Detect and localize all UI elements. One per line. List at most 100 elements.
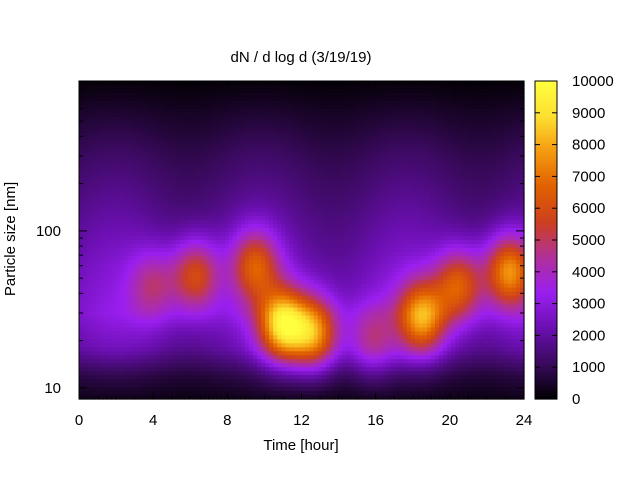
heatmap-cell — [390, 208, 396, 213]
heatmap-cell — [83, 196, 88, 201]
heatmap-cell — [382, 188, 388, 193]
heatmap-cell — [115, 220, 121, 225]
heatmap-cell — [159, 132, 165, 138]
heatmap-cell — [131, 120, 137, 126]
heatmap-cell — [382, 140, 388, 146]
heatmap-cell — [410, 243, 416, 249]
heatmap-cell — [127, 188, 133, 193]
heatmap-cell — [463, 84, 468, 90]
heatmap-cell — [511, 128, 517, 134]
heatmap-cell — [127, 251, 133, 257]
heatmap-cell — [127, 148, 133, 154]
heatmap-cell — [196, 96, 201, 102]
heatmap-cell — [293, 160, 299, 166]
heatmap-cell — [350, 208, 355, 213]
heatmap-cell — [139, 116, 145, 122]
heatmap-cell — [192, 192, 197, 197]
heatmap-cell — [341, 208, 347, 213]
heatmap-cell — [212, 120, 218, 126]
heatmap-cell — [463, 212, 468, 217]
heatmap-cell — [236, 204, 242, 209]
heatmap-cell — [410, 164, 416, 170]
heatmap-cell — [479, 172, 485, 178]
heatmap-cell — [111, 240, 117, 245]
heatmap-cell — [507, 172, 513, 178]
heatmap-cell — [410, 247, 416, 253]
heatmap-cell — [386, 156, 392, 162]
heatmap-cell — [463, 108, 468, 114]
heatmap-cell — [483, 224, 489, 229]
heatmap-cell — [163, 228, 169, 233]
heatmap-cell — [370, 144, 375, 150]
heatmap-cell — [277, 84, 282, 90]
heatmap-cell — [325, 116, 331, 122]
heatmap-cell — [503, 224, 509, 229]
heatmap-cell — [248, 136, 254, 142]
heatmap-cell — [435, 176, 440, 181]
heatmap-cell — [503, 160, 509, 166]
heatmap-cell — [159, 236, 165, 241]
heatmap-cell — [252, 88, 258, 94]
heatmap-cell — [459, 140, 464, 146]
heatmap-cell — [398, 188, 404, 193]
heatmap-cell — [232, 224, 238, 229]
heatmap-cell — [455, 152, 460, 158]
heatmap-cell — [163, 92, 169, 98]
heatmap-cell — [261, 112, 266, 118]
heatmap-cell — [212, 144, 218, 150]
heatmap-cell — [87, 124, 92, 130]
heatmap-cell — [147, 236, 153, 241]
heatmap-cell — [426, 156, 432, 162]
heatmap-cell — [103, 120, 108, 126]
heatmap-cell — [439, 192, 444, 197]
heatmap-cell — [204, 156, 210, 162]
heatmap-cell — [341, 104, 347, 110]
heatmap-cell — [301, 92, 307, 98]
heatmap-cell — [143, 204, 149, 209]
heatmap-cell — [366, 132, 371, 138]
heatmap-cell — [390, 200, 396, 205]
heatmap-cell — [240, 156, 246, 162]
heatmap-cell — [79, 84, 84, 90]
heatmap-cell — [313, 104, 319, 110]
heatmap-cell — [87, 216, 92, 221]
heatmap-cell — [333, 152, 339, 158]
heatmap-cell — [406, 124, 412, 130]
heatmap-cell — [151, 224, 157, 229]
heatmap-cell — [418, 240, 424, 245]
heatmap-cell — [329, 132, 335, 138]
heatmap-cell — [386, 255, 392, 261]
heatmap-cell — [293, 251, 299, 257]
heatmap-cell — [143, 164, 149, 170]
heatmap-cell — [301, 224, 307, 229]
heatmap-cell — [394, 243, 400, 249]
heatmap-cell — [459, 224, 464, 229]
heatmap-cell — [265, 236, 270, 241]
heatmap-cell — [184, 96, 189, 102]
heatmap-cell — [382, 144, 388, 150]
heatmap-cell — [111, 204, 117, 209]
heatmap-cell — [374, 104, 379, 110]
heatmap-cell — [402, 220, 408, 225]
heatmap-cell — [297, 156, 303, 162]
heatmap-cell — [386, 224, 392, 229]
heatmap-cell — [305, 84, 311, 90]
heatmap-cell — [374, 172, 379, 178]
heatmap-cell — [519, 240, 525, 245]
heatmap-cell — [289, 184, 295, 189]
heatmap-cell — [244, 196, 250, 201]
heatmap-cell — [354, 236, 359, 241]
heatmap-cell — [257, 148, 262, 154]
heatmap-cell — [188, 96, 193, 102]
heatmap-cell — [406, 84, 412, 90]
heatmap-cell — [107, 168, 112, 174]
heatmap-cell — [220, 116, 226, 122]
heatmap-cell — [471, 168, 477, 174]
heatmap-cell — [435, 128, 440, 134]
heatmap-cell — [499, 128, 505, 134]
heatmap-cell — [475, 196, 481, 201]
heatmap-cell — [382, 192, 388, 197]
heatmap-cell — [285, 232, 290, 237]
heatmap-cell — [321, 100, 327, 106]
heatmap-cell — [406, 196, 412, 201]
